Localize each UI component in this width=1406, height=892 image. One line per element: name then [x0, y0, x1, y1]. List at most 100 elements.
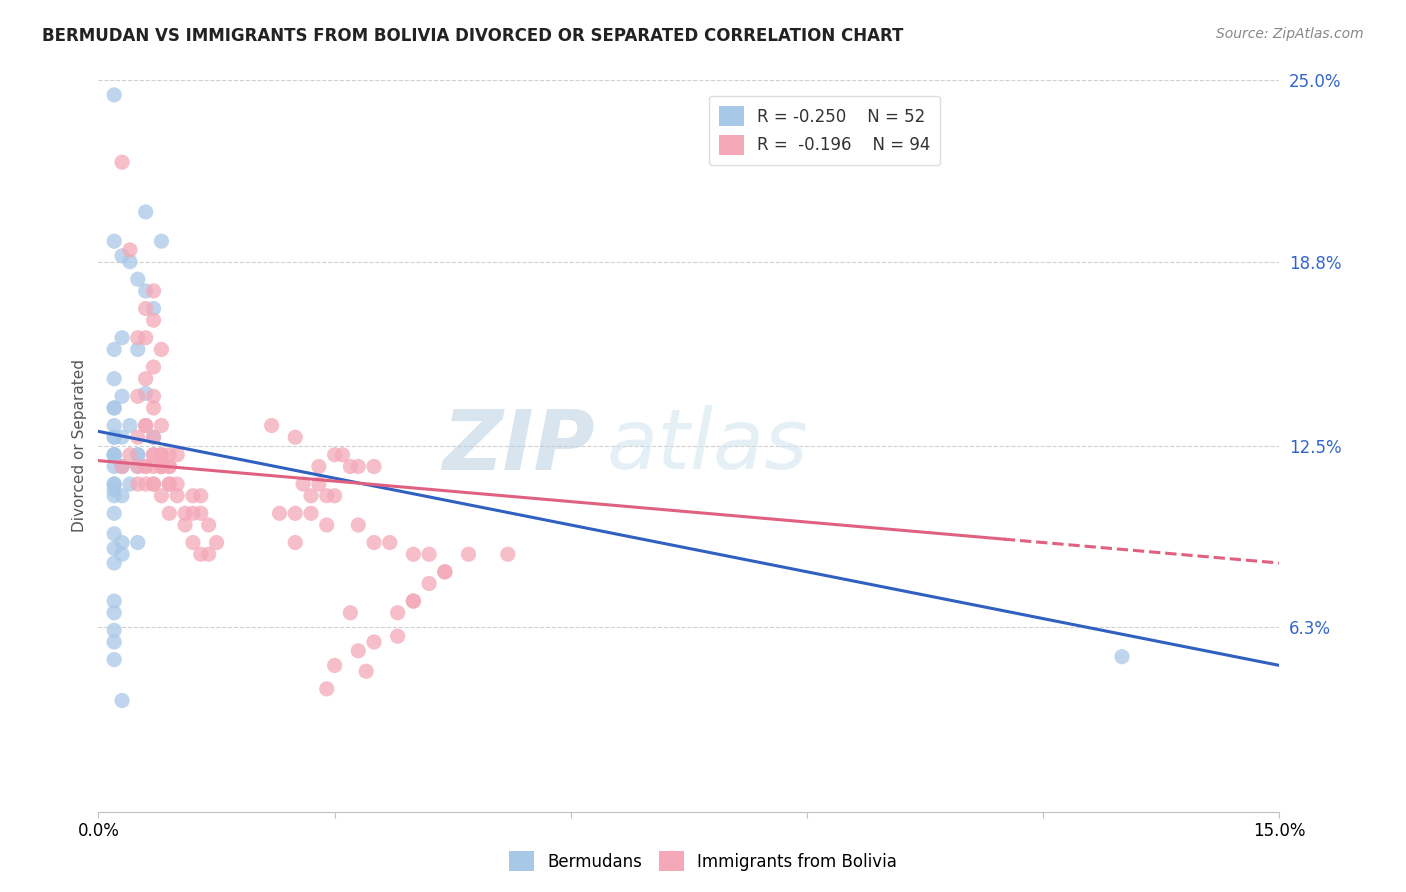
Point [347, 518, 370, 533]
Point [135, 477, 157, 491]
Point [103, 448, 125, 462]
Point [111, 459, 134, 474]
Point [127, 535, 149, 549]
Point [103, 506, 125, 520]
Point [418, 576, 440, 591]
Text: ZIP: ZIP [441, 406, 595, 486]
Point [103, 652, 125, 666]
Point [111, 331, 134, 345]
Point [142, 448, 165, 462]
Point [142, 389, 165, 403]
Point [111, 249, 134, 263]
Point [135, 372, 157, 386]
Point [103, 87, 125, 102]
Legend: R = -0.250    N = 52, R =  -0.196    N = 94: R = -0.250 N = 52, R = -0.196 N = 94 [709, 96, 941, 165]
Point [166, 477, 188, 491]
Point [103, 635, 125, 649]
Point [387, 629, 409, 643]
Point [323, 658, 346, 673]
Point [315, 681, 337, 696]
Point [142, 477, 165, 491]
Point [174, 506, 197, 520]
Point [150, 448, 173, 462]
Point [127, 331, 149, 345]
Point [174, 518, 197, 533]
Point [118, 254, 141, 268]
Point [150, 459, 173, 474]
Point [190, 506, 212, 520]
Point [363, 635, 385, 649]
Point [284, 506, 307, 520]
Point [157, 459, 180, 474]
Point [103, 459, 125, 474]
Point [299, 506, 322, 520]
Point [127, 459, 149, 474]
Point [127, 272, 149, 286]
Point [299, 489, 322, 503]
Point [135, 459, 157, 474]
Point [103, 477, 125, 491]
Point [496, 547, 519, 561]
Text: Source: ZipAtlas.com: Source: ZipAtlas.com [1216, 27, 1364, 41]
Point [111, 489, 134, 503]
Point [118, 477, 141, 491]
Point [1111, 649, 1133, 664]
Point [347, 644, 370, 658]
Point [387, 606, 409, 620]
Point [363, 535, 385, 549]
Point [339, 606, 361, 620]
Point [150, 343, 173, 357]
Point [150, 418, 173, 433]
Point [308, 459, 330, 474]
Point [323, 448, 346, 462]
Point [111, 430, 134, 444]
Point [111, 459, 134, 474]
Legend: Bermudans, Immigrants from Bolivia: Bermudans, Immigrants from Bolivia [502, 845, 904, 878]
Point [103, 418, 125, 433]
Point [347, 459, 370, 474]
Point [103, 401, 125, 415]
Point [332, 448, 354, 462]
Point [181, 506, 204, 520]
Point [103, 343, 125, 357]
Point [150, 489, 173, 503]
Point [315, 489, 337, 503]
Point [157, 459, 180, 474]
Point [103, 541, 125, 556]
Point [433, 565, 456, 579]
Point [111, 693, 134, 707]
Point [190, 547, 212, 561]
Point [142, 359, 165, 374]
Point [103, 477, 125, 491]
Point [127, 430, 149, 444]
Point [135, 331, 157, 345]
Point [197, 547, 219, 561]
Text: BERMUDAN VS IMMIGRANTS FROM BOLIVIA DIVORCED OR SEPARATED CORRELATION CHART: BERMUDAN VS IMMIGRANTS FROM BOLIVIA DIVO… [42, 27, 904, 45]
Point [142, 477, 165, 491]
Point [111, 389, 134, 403]
Point [142, 448, 165, 462]
Point [135, 459, 157, 474]
Point [150, 459, 173, 474]
Point [111, 547, 134, 561]
Point [111, 459, 134, 474]
Point [127, 343, 149, 357]
Point [135, 386, 157, 401]
Point [205, 535, 228, 549]
Point [135, 418, 157, 433]
Y-axis label: Divorced or Separated: Divorced or Separated [72, 359, 87, 533]
Point [103, 430, 125, 444]
Text: atlas: atlas [606, 406, 808, 486]
Point [127, 448, 149, 462]
Point [142, 284, 165, 298]
Point [363, 459, 385, 474]
Point [308, 477, 330, 491]
Point [157, 506, 180, 520]
Point [142, 430, 165, 444]
Point [402, 594, 425, 608]
Point [142, 430, 165, 444]
Point [142, 459, 165, 474]
Point [418, 547, 440, 561]
Point [260, 418, 283, 433]
Point [150, 459, 173, 474]
